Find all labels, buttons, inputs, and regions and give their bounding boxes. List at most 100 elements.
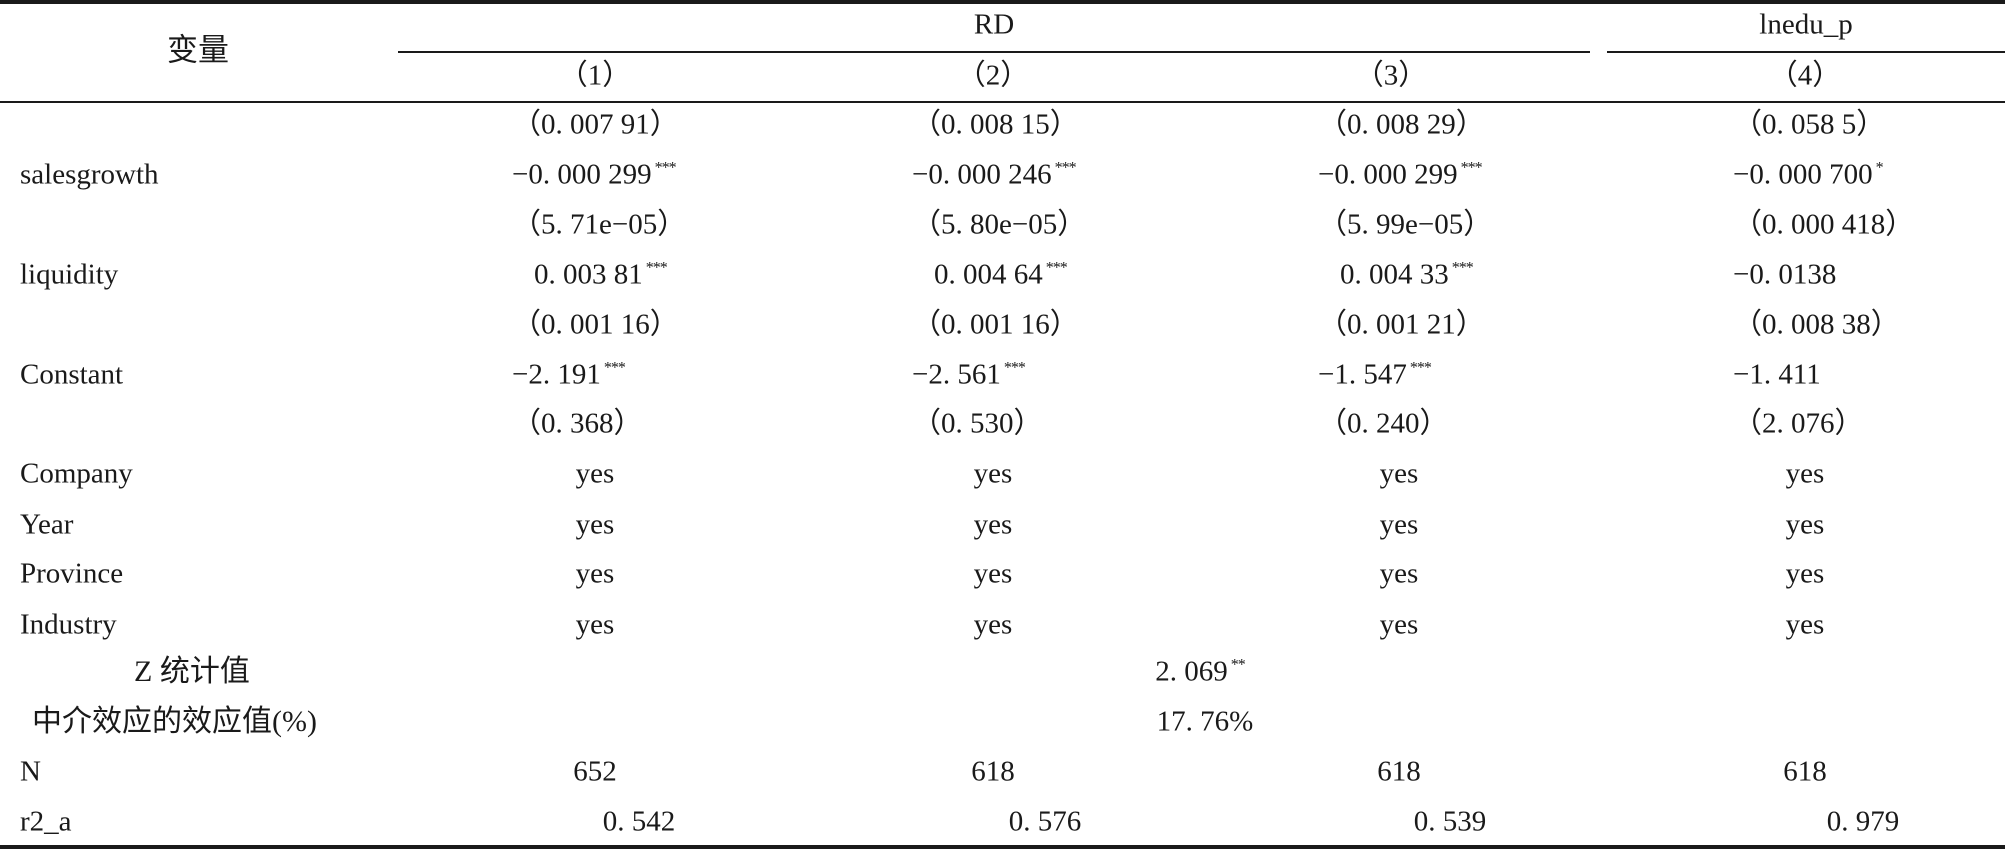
r2-label: r2_a — [20, 805, 72, 838]
row-label: Province — [20, 557, 124, 590]
cell-value: （0. 240） — [1318, 407, 1449, 440]
cell-value: −0. 000 299 — [512, 158, 652, 191]
table-cell: −0. 0138 — [1733, 260, 1836, 290]
row-label: Company — [20, 457, 133, 490]
cell-value: （0. 058 5） — [1733, 108, 1886, 141]
cell-value: （0. 001 16） — [912, 308, 1079, 341]
cell-value: yes — [973, 457, 1013, 490]
cell-value: −1. 547 — [1318, 358, 1407, 391]
cell-value: yes — [575, 508, 615, 541]
table-cell: 0. 004 33 *** — [1340, 258, 1474, 291]
significance-stars: *** — [1460, 159, 1483, 177]
fixed-effect-cell: yes — [575, 557, 615, 590]
table-cell: （5. 71e−05） — [512, 210, 686, 240]
fixed-effect-cell: yes — [1379, 608, 1419, 641]
significance-stars: *** — [1054, 159, 1077, 177]
fixed-effect-cell: yes — [1379, 508, 1419, 541]
cell-value: （5. 80e−05） — [912, 208, 1087, 241]
cell-value: −0. 000 246 — [912, 158, 1052, 191]
cell-value: （0. 001 21） — [1318, 308, 1485, 341]
table-top-rule — [0, 0, 2005, 4]
table-cell: （0. 000 418） — [1733, 208, 1915, 241]
cell-value: yes — [1785, 457, 1825, 490]
fixed-effect-cell: yes — [973, 508, 1013, 541]
table-cell: −2. 191 *** — [512, 359, 626, 390]
n-value-1: 652 — [573, 755, 617, 788]
lnedu-group-underline — [1607, 51, 2005, 53]
cell-value: 0. 004 64 — [934, 258, 1043, 291]
cell-value: yes — [973, 508, 1013, 541]
r2-value-1: 0. 542 — [602, 805, 676, 838]
cell-value: yes — [1379, 508, 1419, 541]
cell-value: （2. 076） — [1733, 407, 1864, 440]
row-label: Constant — [20, 358, 124, 391]
row-label: liquidity — [20, 258, 119, 291]
table-cell: （0. 008 38） — [1733, 310, 1900, 340]
table-cell: 0. 004 64 *** — [934, 258, 1068, 291]
r2-value-4: 0. 979 — [1826, 805, 1900, 838]
cell-value: yes — [575, 557, 615, 590]
cell-value: （0. 008 15） — [912, 108, 1079, 141]
r2-value-2: 0. 576 — [1008, 805, 1082, 838]
n-label: N — [20, 755, 41, 788]
table-cell: （0. 008 15） — [912, 108, 1079, 141]
cell-value: 0. 004 33 — [1340, 258, 1449, 291]
fixed-effect-cell: yes — [575, 457, 615, 490]
row-label: Year — [20, 508, 74, 541]
cell-value: （0. 001 16） — [512, 308, 679, 341]
table-cell: （0. 001 16） — [512, 308, 679, 341]
table-cell: −0. 000 299 *** — [512, 158, 677, 191]
table-cell: （5. 80e−05） — [912, 208, 1087, 241]
significance-stars: * — [1875, 159, 1884, 177]
n-value-3: 618 — [1377, 755, 1421, 788]
cell-value: yes — [1785, 608, 1825, 641]
fixed-effect-cell: yes — [1785, 557, 1825, 590]
table-cell: −0. 000 246 *** — [912, 158, 1077, 191]
table-cell: （2. 076） — [1733, 407, 1864, 440]
cell-value: yes — [1379, 608, 1419, 641]
cell-value: −1. 411 — [1733, 358, 1821, 391]
z-stat-value: 2. 069 ** — [1155, 655, 1246, 688]
table-cell: −0. 000 700 * — [1733, 158, 1884, 191]
cell-value: yes — [575, 457, 615, 490]
significance-stars: *** — [1003, 359, 1026, 377]
table-cell: （0. 001 16） — [912, 308, 1079, 341]
fixed-effect-cell: yes — [575, 508, 615, 541]
n-value-4: 618 — [1783, 755, 1827, 788]
table-cell: （0. 058 5） — [1733, 108, 1886, 141]
cell-value: yes — [1379, 557, 1419, 590]
cell-value: −2. 561 — [912, 358, 1001, 391]
rd-group-underline — [398, 51, 1590, 53]
table-cell: （0. 368） — [512, 407, 643, 440]
significance-stars: *** — [1409, 359, 1432, 377]
column-header-3: （3） — [1354, 59, 1428, 92]
cell-value: yes — [1785, 557, 1825, 590]
cell-value: （0. 530） — [912, 407, 1043, 440]
table-cell: −1. 547 *** — [1318, 358, 1432, 391]
table-bottom-rule — [0, 845, 2005, 849]
cell-value: （0. 000 418） — [1733, 208, 1915, 241]
table-cell: （0. 001 21） — [1318, 308, 1485, 341]
fixed-effect-cell: yes — [1785, 608, 1825, 641]
row-label: salesgrowth — [20, 158, 159, 191]
cell-value: （0. 368） — [512, 407, 643, 440]
fixed-effect-cell: yes — [1379, 457, 1419, 490]
cell-value: −0. 000 700 — [1733, 158, 1873, 191]
n-value-2: 618 — [971, 755, 1015, 788]
significance-stars: *** — [654, 159, 677, 177]
significance-stars: *** — [603, 359, 626, 377]
table-cell: −1. 411 — [1733, 358, 1821, 391]
column-header-4: （4） — [1768, 59, 1842, 92]
z-stat-number: 2. 069 — [1155, 655, 1228, 688]
r2-value-3: 0. 539 — [1413, 805, 1487, 838]
cell-value: yes — [1379, 457, 1419, 490]
cell-value: yes — [973, 557, 1013, 590]
fixed-effect-cell: yes — [974, 610, 1013, 640]
cell-value: yes — [575, 608, 615, 641]
table-cell: −2. 561 *** — [912, 358, 1026, 391]
z-stat-stars: ** — [1230, 656, 1246, 674]
table-cell: 0. 003 81 *** — [534, 260, 668, 290]
significance-stars: *** — [1045, 259, 1068, 277]
fixed-effect-cell: yes — [973, 557, 1013, 590]
header-bottom-rule — [0, 101, 2005, 103]
